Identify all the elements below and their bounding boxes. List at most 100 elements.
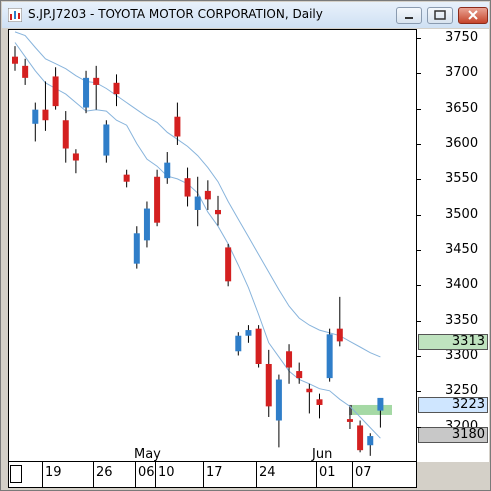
x-month-label: May	[134, 447, 161, 462]
y-tick-label: 3400	[445, 277, 479, 293]
candle-body	[215, 209, 221, 215]
x-tick-label: 17	[206, 465, 223, 480]
y-tick-label: 3350	[445, 312, 479, 328]
candle-body	[123, 174, 130, 182]
candle-body	[184, 178, 191, 197]
candle-body	[245, 330, 252, 336]
candle-body	[336, 328, 343, 342]
x-tick-label: 26	[96, 465, 113, 480]
candle-body	[164, 162, 171, 179]
y-tick	[417, 108, 421, 110]
candle-body	[326, 334, 333, 379]
y-tick	[417, 320, 421, 322]
candle-body	[204, 190, 211, 200]
candle-body	[235, 335, 242, 352]
candle-body	[286, 351, 293, 368]
restore-icon	[434, 10, 446, 20]
moving-average-fast-line	[14, 42, 381, 439]
date-axis[interactable]: 19 26 06 10 17 24 01 07 May Jun	[8, 447, 417, 488]
candle-body	[83, 77, 90, 108]
maximize-button[interactable]	[427, 7, 453, 24]
candle-body	[93, 77, 100, 85]
candle-body	[174, 116, 181, 137]
candle-body	[367, 436, 374, 446]
candle-body	[225, 247, 232, 282]
y-tick	[417, 179, 421, 181]
x-tick-label: 19	[45, 465, 62, 480]
candle-body	[296, 371, 303, 379]
y-tick-label: 3700	[445, 65, 479, 81]
y-tick-label: 3500	[445, 206, 479, 222]
y-tick-label: 3650	[445, 100, 479, 116]
candle-body	[52, 76, 59, 107]
candle-body	[316, 399, 323, 405]
y-tick	[417, 391, 421, 393]
x-tick	[42, 462, 43, 488]
price-tag-last: 3223	[418, 397, 488, 413]
candlestick-chart	[12, 31, 392, 456]
x-tick-label: 06	[138, 465, 155, 480]
close-icon	[468, 10, 478, 20]
y-tick	[417, 426, 421, 428]
close-button[interactable]	[458, 7, 488, 24]
candle-body	[103, 124, 110, 156]
chart-app-icon	[8, 8, 22, 22]
price-plot-area[interactable]	[8, 29, 417, 462]
x-tick-label: 01	[319, 465, 336, 480]
x-tick	[93, 462, 94, 488]
candle-body	[275, 379, 282, 421]
y-tick-label: 3300	[445, 347, 479, 363]
window-title: S.JP.J7203 - TOYOTA MOTOR CORPORATION, D…	[28, 7, 323, 21]
y-tick	[417, 73, 421, 75]
x-tick-label: 24	[259, 465, 276, 480]
moving-average-slow-line	[14, 31, 381, 358]
candle-body	[377, 397, 384, 411]
y-tick	[417, 143, 421, 145]
x-tick-label: 07	[355, 465, 372, 480]
minimize-button[interactable]	[396, 7, 422, 24]
y-tick-label: 3450	[445, 241, 479, 257]
candle-body	[113, 82, 120, 95]
candle-body	[346, 419, 353, 422]
axis-corner-box	[10, 465, 22, 483]
candle-body	[194, 196, 201, 210]
candle-body	[32, 109, 39, 124]
x-tick-label: 10	[158, 465, 175, 480]
y-tick	[417, 38, 421, 39]
y-tick	[417, 249, 421, 251]
candle-body	[143, 208, 150, 241]
y-tick-label: 3550	[445, 171, 479, 187]
x-tick	[203, 462, 204, 488]
candle-body	[62, 120, 69, 149]
x-tick	[352, 462, 353, 488]
minimize-icon	[405, 17, 413, 19]
x-tick	[256, 462, 257, 488]
price-band-highlight	[349, 404, 392, 415]
candle-body	[255, 328, 262, 364]
y-tick-label: 3250	[445, 383, 479, 399]
x-tick	[155, 462, 156, 488]
candle-body	[12, 56, 18, 64]
band-marker	[349, 404, 352, 415]
candle-body	[306, 388, 313, 393]
candle-body	[357, 425, 364, 451]
candle-body	[42, 109, 49, 121]
candle-body	[133, 233, 140, 264]
x-tick	[135, 462, 136, 488]
y-tick	[417, 285, 421, 287]
candle-body	[22, 65, 29, 78]
y-tick	[417, 355, 421, 357]
candle-body	[154, 176, 161, 223]
y-tick-label: 3750	[445, 30, 479, 45]
price-tag-lower: 3180	[418, 427, 488, 443]
x-month-label: Jun	[312, 447, 333, 462]
y-tick	[417, 214, 421, 216]
price-axis[interactable]: 3200325033003350340034503500355036003650…	[417, 29, 489, 462]
x-tick	[316, 462, 317, 488]
candle-body	[265, 363, 272, 407]
title-bar[interactable]: S.JP.J7203 - TOYOTA MOTOR CORPORATION, D…	[2, 2, 489, 28]
y-tick-label: 3600	[445, 135, 479, 151]
candle-body	[72, 153, 79, 161]
price-tag-upper: 3313	[418, 334, 488, 350]
